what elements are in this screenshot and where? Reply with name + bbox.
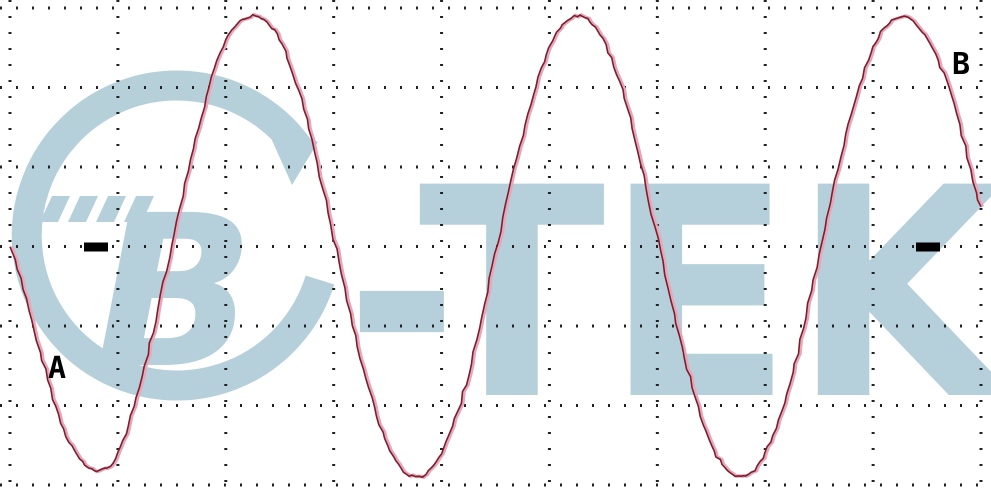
cursor-a-label: A	[48, 351, 66, 386]
logo-stripe	[96, 196, 126, 222]
trace-line	[9, 13, 982, 479]
logo-stripe	[68, 196, 98, 222]
watermark: B -TEK	[11, 70, 991, 464]
cursor-b-label: B	[952, 47, 970, 82]
logo-letter: B	[95, 170, 255, 415]
watermark-text: -TEK	[345, 127, 991, 464]
trace-layer	[9, 12, 985, 480]
logo-stripe	[124, 196, 154, 222]
markers: AB	[48, 47, 970, 386]
ground-level-marker-right	[916, 242, 940, 252]
trace-shadow	[9, 12, 985, 480]
logo-stripe	[40, 196, 70, 222]
ground-level-marker-left	[84, 242, 108, 252]
logo-ring-arrow	[262, 118, 318, 185]
